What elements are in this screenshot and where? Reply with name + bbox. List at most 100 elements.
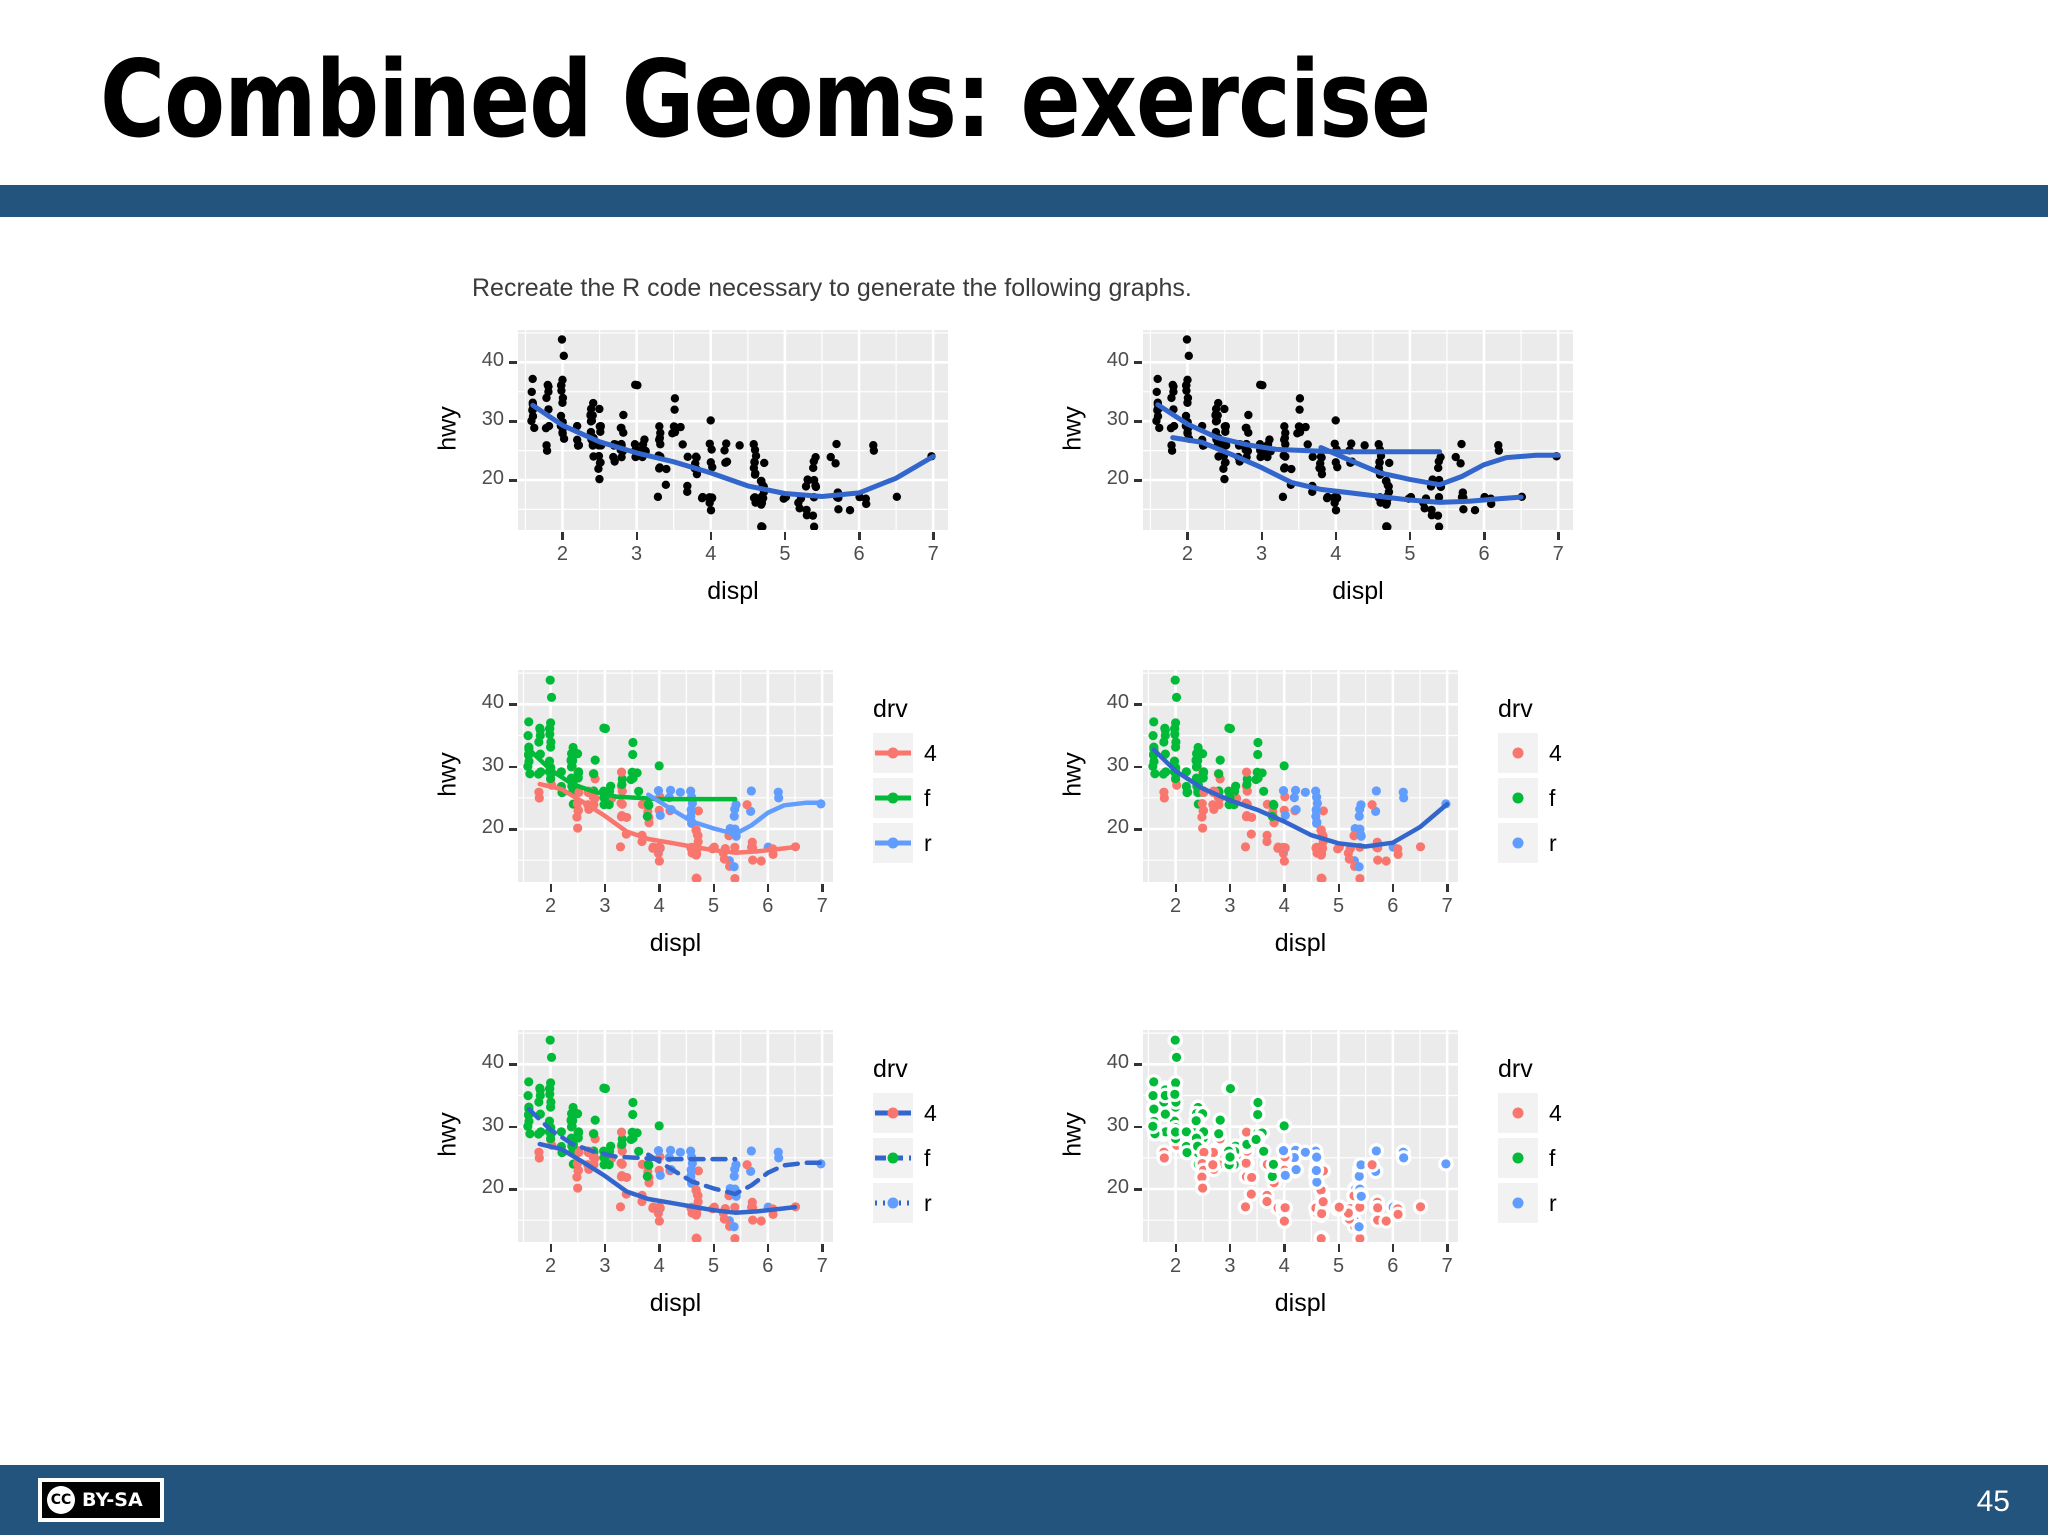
- y-axis-tick-mark: [509, 420, 517, 423]
- legend-item-r[interactable]: r: [1498, 1183, 1562, 1223]
- data-point: [742, 1160, 752, 1170]
- data-point: [653, 492, 663, 502]
- data-point: [589, 1129, 599, 1139]
- data-point: [1251, 774, 1261, 785]
- data-point: [559, 434, 569, 443]
- x-axis-tick-mark: [1408, 532, 1412, 540]
- data-point: [1182, 386, 1191, 395]
- data-point: [654, 464, 664, 473]
- data-point: [1385, 458, 1394, 468]
- x-axis-tick-mark: [1334, 532, 1338, 540]
- legend-label: r: [924, 829, 932, 856]
- y-axis-tick-label: 20: [1106, 816, 1129, 838]
- data-point: [616, 1127, 627, 1137]
- legend-item-f[interactable]: f: [873, 1138, 937, 1178]
- legend-item-f[interactable]: f: [873, 778, 937, 818]
- data-point: [600, 723, 611, 734]
- legend: drv 4 f r: [873, 695, 937, 868]
- legend-key-icon: [1498, 733, 1538, 773]
- data-point: [1427, 511, 1437, 520]
- x-axis-tick-mark: [561, 532, 564, 540]
- data-point: [559, 351, 568, 361]
- y-axis-tick-label: 20: [481, 467, 504, 489]
- data-point: [525, 769, 535, 779]
- x-axis-tick-mark: [1337, 884, 1341, 892]
- data-point: [861, 499, 871, 509]
- data-point: [534, 793, 544, 803]
- data-point: [1317, 1208, 1327, 1219]
- x-axis-tick-mark: [658, 1244, 661, 1252]
- y-axis-tick-label: 40: [481, 691, 504, 714]
- data-point: [1197, 799, 1207, 809]
- data-point: [599, 800, 609, 810]
- data-point: [1182, 1147, 1192, 1158]
- cc-license-badge[interactable]: CC BY-SA: [38, 1478, 164, 1522]
- data-point: [1170, 1035, 1180, 1045]
- legend-item-r[interactable]: r: [873, 823, 937, 863]
- legend-key-icon: [1498, 778, 1538, 818]
- data-point: [892, 492, 902, 501]
- data-point: [1244, 410, 1253, 420]
- data-point: [1316, 873, 1326, 882]
- data-point: [1263, 452, 1272, 462]
- x-axis-tick-mark: [821, 1244, 824, 1252]
- data-point: [705, 439, 714, 448]
- data-point: [757, 522, 766, 530]
- legend-item-4[interactable]: 4: [873, 1093, 937, 1133]
- y-axis-tick-mark: [509, 1063, 517, 1066]
- data-point: [573, 1183, 583, 1193]
- data-point: [655, 1170, 665, 1181]
- smooth-line-r: [646, 792, 825, 837]
- y-axis-tick-mark: [1134, 479, 1142, 482]
- legend-item-f[interactable]: f: [1498, 1138, 1562, 1178]
- smooth-line-overall: [1151, 747, 1450, 849]
- data-point: [1355, 873, 1365, 882]
- x-axis-tick-mark: [1283, 884, 1286, 892]
- x-axis-tick-label: 5: [779, 543, 791, 565]
- data-point: [691, 452, 701, 461]
- data-point: [1382, 498, 1392, 508]
- data-point: [683, 481, 692, 491]
- x-axis-tick-label: 5: [1404, 543, 1416, 565]
- data-point: [1253, 1109, 1263, 1120]
- data-point: [1334, 1202, 1344, 1212]
- data-point: [1291, 804, 1301, 815]
- data-point: [1160, 730, 1170, 741]
- data-point: [1331, 506, 1341, 515]
- data-point: [1323, 493, 1332, 502]
- data-point: [545, 1133, 556, 1144]
- legend-item-4[interactable]: 4: [1498, 1093, 1562, 1133]
- data-point: [720, 446, 729, 455]
- legend-item-4[interactable]: 4: [1498, 733, 1562, 773]
- legend-item-f[interactable]: f: [1498, 778, 1562, 818]
- data-point: [845, 506, 855, 515]
- legend-item-4[interactable]: 4: [873, 733, 937, 773]
- data-point: [729, 1222, 739, 1232]
- data-point: [1333, 462, 1342, 472]
- data-point: [1317, 848, 1327, 859]
- legend-label: f: [1549, 1144, 1556, 1171]
- y-axis-tick-mark: [1134, 703, 1142, 706]
- data-point: [586, 404, 596, 414]
- chart-grid: 20 30 40 2 3 4 5 6 7 hwy displ 20 30 40 2 3 4 5 6 7 hwy displ…: [434, 330, 1730, 1450]
- data-point: [546, 737, 556, 747]
- legend-key-icon: [873, 1138, 913, 1178]
- x-axis-tick-label: 7: [1552, 543, 1564, 565]
- legend-item-r[interactable]: r: [873, 1183, 937, 1223]
- data-point: [1280, 843, 1290, 853]
- y-axis-tick-label: 20: [481, 816, 504, 838]
- y-axis-tick-label: 30: [1106, 408, 1129, 431]
- legend: drv 4 f r: [1498, 695, 1562, 868]
- smooth-line-f: [526, 1106, 738, 1162]
- data-point: [599, 1160, 609, 1170]
- data-point: [1311, 805, 1321, 816]
- legend-item-r[interactable]: r: [1498, 823, 1562, 863]
- data-point: [1433, 463, 1443, 473]
- data-point: [626, 1134, 636, 1145]
- x-axis-tick-label: 7: [816, 1255, 828, 1277]
- data-point: [1148, 1091, 1158, 1101]
- data-point: [1279, 856, 1289, 866]
- data-point: [742, 800, 752, 810]
- data-point: [1356, 800, 1366, 810]
- x-axis-tick-label: 4: [653, 895, 665, 917]
